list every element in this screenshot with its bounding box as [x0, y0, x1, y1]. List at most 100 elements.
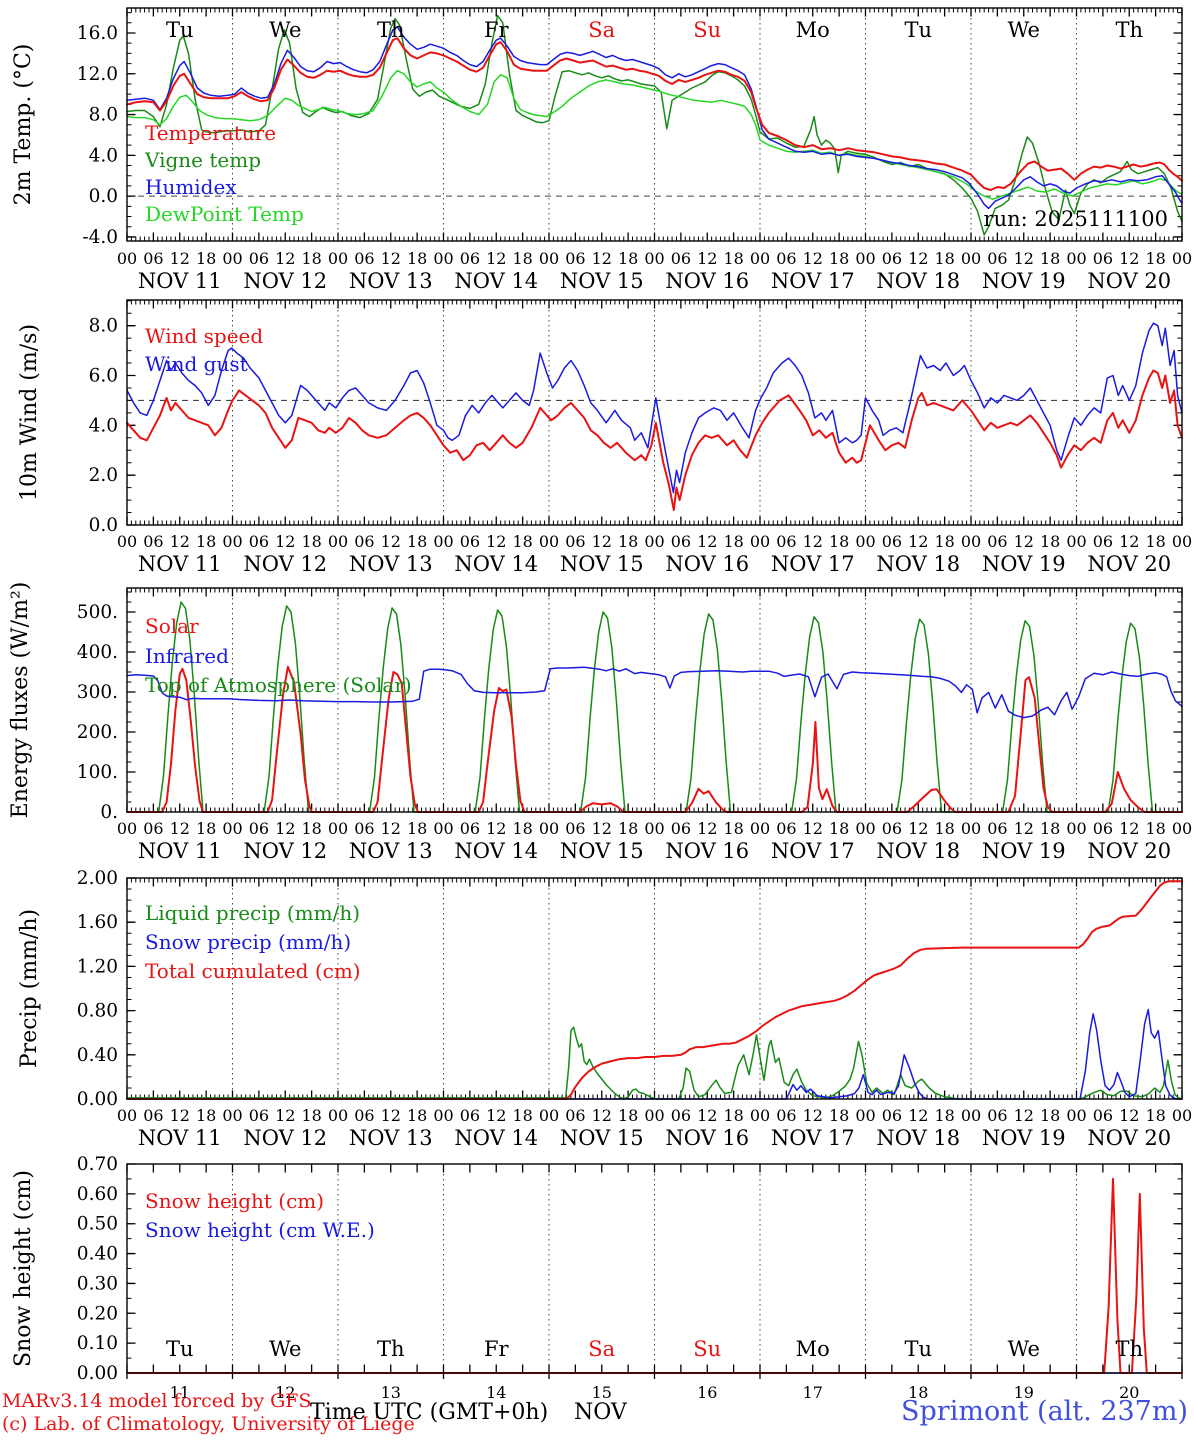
- date-label: NOV 13: [349, 552, 433, 576]
- hour-tick-label: 18: [407, 532, 427, 551]
- y-tick-label: 0.30: [77, 1273, 118, 1294]
- hour-tick-label: 00: [1066, 1106, 1086, 1125]
- hour-tick-label: 06: [354, 532, 374, 551]
- hour-tick-label: 18: [1040, 249, 1060, 268]
- hour-tick-label: 18: [301, 532, 321, 551]
- station-label: Sprimont (alt. 237m): [901, 1396, 1188, 1427]
- y-tick-label: 8.0: [89, 105, 118, 126]
- hour-tick-label: 18: [1145, 249, 1165, 268]
- series-vigne-temp: [126, 14, 1183, 236]
- hour-tick-label: 00: [539, 249, 559, 268]
- y-tick-label: 12.0: [77, 64, 118, 85]
- hour-tick-label: 00: [433, 1106, 453, 1125]
- hour-tick-label: 12: [592, 1106, 612, 1125]
- hour-tick-label: 06: [460, 532, 480, 551]
- y-tick-label: 0.10: [77, 1333, 118, 1354]
- date-label: NOV 17: [771, 269, 855, 293]
- day-name-label: Tu: [166, 1337, 194, 1361]
- hour-tick-label: 18: [512, 532, 532, 551]
- hour-tick-label: 12: [275, 249, 295, 268]
- hour-tick-label: 18: [512, 1106, 532, 1125]
- hour-tick-label: 12: [1014, 249, 1034, 268]
- hour-tick-label: 18: [407, 249, 427, 268]
- hour-tick-label: 06: [776, 532, 796, 551]
- date-label: NOV 16: [665, 552, 749, 576]
- legend-snow: Snow height (cm W.E.): [145, 1218, 375, 1242]
- day-name-label: Fr: [484, 1337, 510, 1361]
- hour-tick-label: 12: [275, 1106, 295, 1125]
- date-label: NOV 17: [771, 1126, 855, 1150]
- day-number-label: 13: [381, 1383, 401, 1402]
- hour-tick-label: 18: [618, 532, 638, 551]
- day-name-label: Th: [377, 18, 405, 42]
- hour-tick-label: 18: [301, 819, 321, 838]
- series-snow-precip: [126, 1008, 1183, 1100]
- series-solar: [126, 665, 1183, 813]
- panel-precip: 0.00 0.40 0.80 1.20 1.60 2.00 Precip (mm/h) 00 0…: [17, 868, 1192, 1150]
- hour-tick-label: 12: [486, 1106, 506, 1125]
- hour-tick-label: 18: [407, 1106, 427, 1125]
- y-tick-label: 400.: [77, 642, 118, 663]
- panel-frame: [126, 1163, 1183, 1374]
- hour-tick-label: 12: [697, 249, 717, 268]
- hour-tick-label: 12: [275, 532, 295, 551]
- hour-tick-label: 12: [486, 249, 506, 268]
- hour-tick-label: 00: [328, 532, 348, 551]
- hour-tick-label: 18: [829, 532, 849, 551]
- hour-tick-label: 06: [249, 1106, 269, 1125]
- date-label: NOV 20: [1087, 839, 1171, 863]
- day-name-label: Mo: [796, 1337, 830, 1361]
- hour-tick-label: 00: [750, 819, 770, 838]
- y-axis-title-temp2m: 2m Temp. (°C): [11, 44, 36, 206]
- hour-tick-label: 12: [170, 819, 190, 838]
- hour-tick-label: 06: [460, 249, 480, 268]
- hour-tick-label: 00: [117, 819, 137, 838]
- date-label: NOV 11: [138, 552, 222, 576]
- panel-energy: 0. 100. 200. 300. 400. 500. Energy fluxes (W/m…: [8, 582, 1192, 863]
- date-label: NOV 13: [349, 839, 433, 863]
- hour-tick-label: 12: [170, 532, 190, 551]
- hour-tick-label: 12: [803, 1106, 823, 1125]
- date-label: NOV 13: [349, 269, 433, 293]
- hour-tick-label: 12: [908, 532, 928, 551]
- y-axis-title-wind10m: 10m Wind (m/s): [17, 324, 42, 501]
- date-label: NOV 16: [665, 1126, 749, 1150]
- hour-tick-label: 12: [381, 1106, 401, 1125]
- footer-copyright-line: (c) Lab. of Climatology, University of L…: [2, 1413, 415, 1435]
- run-label: run: 2025111100: [984, 207, 1168, 231]
- hour-tick-label: 00: [117, 1106, 137, 1125]
- hour-tick-label: 00: [539, 532, 559, 551]
- day-number-label: 20: [1119, 1383, 1139, 1402]
- y-tick-label: 0.40: [77, 1045, 118, 1066]
- hour-tick-label: 06: [671, 819, 691, 838]
- day-name-label: Sa: [588, 18, 615, 42]
- y-axis-title-energy: Energy fluxes (W/m²): [8, 582, 33, 819]
- hour-tick-label: 06: [143, 249, 163, 268]
- hour-tick-label: 00: [750, 532, 770, 551]
- hour-tick-label: 00: [855, 532, 875, 551]
- day-name-label: We: [269, 1337, 301, 1361]
- hour-tick-label: 06: [671, 532, 691, 551]
- hour-tick-label: 00: [1066, 249, 1086, 268]
- hour-tick-label: 18: [934, 1106, 954, 1125]
- day-name-label: Tu: [904, 1337, 932, 1361]
- legend-temp2m: Vigne temp: [144, 148, 261, 172]
- hour-tick-label: 18: [1145, 1106, 1165, 1125]
- y-tick-label: 0.70: [77, 1154, 118, 1175]
- hour-tick-label: 06: [1093, 532, 1113, 551]
- hour-tick-label: 12: [1119, 819, 1139, 838]
- hour-tick-label: 12: [381, 819, 401, 838]
- date-label: NOV 11: [138, 1126, 222, 1150]
- hour-tick-label: 06: [882, 1106, 902, 1125]
- hour-tick-label: 00: [1066, 819, 1086, 838]
- hour-tick-label: 06: [776, 249, 796, 268]
- hour-tick-label: 12: [697, 532, 717, 551]
- legend-temp2m: Humidex: [145, 175, 237, 199]
- hour-tick-label: 12: [803, 532, 823, 551]
- hour-tick-label: 18: [1040, 532, 1060, 551]
- hour-tick-label: 12: [592, 819, 612, 838]
- hour-tick-label: 00: [328, 819, 348, 838]
- hour-tick-label: 06: [143, 532, 163, 551]
- legend-energy: Infrared: [145, 644, 229, 668]
- hour-tick-label: 06: [249, 249, 269, 268]
